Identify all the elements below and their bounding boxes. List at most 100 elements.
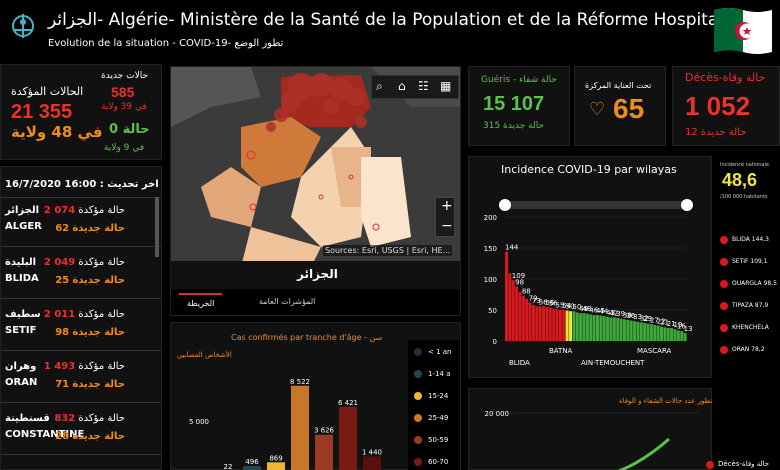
incidence-legend-item: SETIF 109,1 xyxy=(732,258,768,265)
incidence-bar[interactable] xyxy=(673,329,677,341)
incidence-bar[interactable] xyxy=(585,313,589,341)
incidence-bar[interactable] xyxy=(531,305,535,341)
slider-handle-left[interactable] xyxy=(499,199,511,211)
incidence-bar[interactable] xyxy=(552,308,556,341)
incidence-bar[interactable] xyxy=(639,322,643,341)
map-tabs: الخريطة المؤشرات العامة xyxy=(171,289,460,315)
incidence-bar[interactable] xyxy=(619,318,623,341)
age-legend-dot xyxy=(414,348,422,356)
national-incidence-value: 48,6 xyxy=(722,170,758,190)
incidence-bar[interactable] xyxy=(505,251,508,341)
incidence-bar[interactable] xyxy=(616,318,620,341)
age-bar[interactable] xyxy=(267,462,285,470)
incidence-bar[interactable] xyxy=(626,319,630,341)
age-chart-subtitle: الأشخاص المصابين xyxy=(177,351,232,359)
age-bar[interactable] xyxy=(291,385,309,470)
incidence-bar[interactable] xyxy=(680,331,684,341)
home-icon[interactable]: ⌂ xyxy=(398,79,406,93)
incidence-bar[interactable] xyxy=(589,314,593,341)
wilaya-item[interactable]: البليدة BLIDA 2 049 حالة مؤكدة 25 حالة جديد… xyxy=(1,249,161,299)
wilaya-confirmed-label: حالة مؤكدة xyxy=(78,413,125,424)
incidence-bar[interactable] xyxy=(542,306,546,341)
age-data-label: 3 626 xyxy=(314,427,335,435)
wilaya-name-ar: الجزائر xyxy=(5,205,40,216)
incidence-bar[interactable] xyxy=(666,327,670,341)
wilaya-name-ar: سطيف xyxy=(5,309,41,320)
incidence-data-label: 21 xyxy=(667,320,676,328)
incidence-bar[interactable] xyxy=(511,280,515,341)
zoom-out-button[interactable]: − xyxy=(441,218,453,234)
age-bar[interactable] xyxy=(363,456,381,470)
range-slider[interactable] xyxy=(499,199,693,211)
incidence-bar[interactable] xyxy=(572,311,576,341)
y-tick-label: 100 xyxy=(484,276,497,284)
incidence-bar[interactable] xyxy=(528,302,532,341)
incidence-bar[interactable] xyxy=(683,332,687,341)
incidence-bar[interactable] xyxy=(599,315,603,341)
incidence-bar[interactable] xyxy=(660,326,664,341)
incidence-bar[interactable] xyxy=(515,286,519,341)
tab-indicators[interactable]: المؤشرات العامة xyxy=(259,297,316,306)
incidence-bar[interactable] xyxy=(538,306,542,341)
incidence-bar[interactable] xyxy=(548,307,552,341)
incidence-bar[interactable] xyxy=(575,312,579,341)
incidence-bar[interactable] xyxy=(633,321,637,341)
map-credit: Sources: Esri, USGS | Esri, HE... xyxy=(323,245,453,256)
list-icon[interactable]: ☷ xyxy=(418,79,429,93)
wilaya-scrollbar[interactable] xyxy=(155,197,159,257)
wilaya-item[interactable]: قسنطينة CONSTANTINE 832 حالة مؤكدة 28 حالة … xyxy=(1,405,161,455)
incidence-bar[interactable] xyxy=(508,273,512,341)
incidence-bar[interactable] xyxy=(521,295,525,341)
incidence-bar[interactable] xyxy=(653,324,657,341)
map-panel[interactable]: ⌕ ⌂ ☷ ▦ + − Sources: Esri, USGS | Esri, … xyxy=(170,66,461,316)
zoom-in-button[interactable]: + xyxy=(441,198,453,214)
wilaya-item[interactable]: الجزائر ALGER 2 074 حالة مؤكدة 62 حالة جديد… xyxy=(1,197,161,247)
incidence-bar[interactable] xyxy=(602,316,606,341)
incidence-bar[interactable] xyxy=(582,313,586,341)
confirmed-value: 21 355 xyxy=(11,101,73,123)
age-bar[interactable] xyxy=(339,406,357,470)
wilaya-item[interactable]: وهران ORAN 1 493 حالة مؤكدة 71 حالة جديدة xyxy=(1,353,161,403)
incidence-bar[interactable] xyxy=(646,323,650,341)
incidence-bar[interactable] xyxy=(629,320,633,341)
new-cases-wilayas: في 39 ولاية xyxy=(101,102,147,112)
incidence-bar[interactable] xyxy=(518,292,522,341)
incidence-bar[interactable] xyxy=(643,323,647,341)
incidence-bar[interactable] xyxy=(656,325,660,342)
incidence-bar[interactable] xyxy=(555,309,559,341)
map-caption: الجزائر xyxy=(297,267,338,281)
incidence-bar[interactable] xyxy=(545,306,549,341)
incidence-bar[interactable] xyxy=(606,316,610,341)
grid-icon[interactable]: ▦ xyxy=(440,79,452,93)
wilaya-confirmed-label: حالة مؤكدة xyxy=(78,309,125,320)
incidence-bar[interactable] xyxy=(649,324,653,341)
wilaya-confirmed-label: حالة مؤكدة xyxy=(78,205,125,216)
incidence-bar[interactable] xyxy=(535,306,539,341)
incidence-bar[interactable] xyxy=(636,321,640,341)
incidence-data-label: 73 xyxy=(532,297,541,305)
incidence-legend-value: 98,5 xyxy=(763,280,777,287)
wilaya-item[interactable]: سطيف SETIF 2 011 حالة مؤكدة 98 حالة جديدة xyxy=(1,301,161,351)
slider-handle-right[interactable] xyxy=(681,199,693,211)
incidence-bar[interactable] xyxy=(622,319,626,341)
age-bar[interactable] xyxy=(243,466,261,470)
incidence-bar[interactable] xyxy=(579,313,583,341)
search-icon[interactable]: ⌕ xyxy=(376,79,383,93)
incidence-bar[interactable] xyxy=(676,330,680,341)
new-cases-label: حالات جديدة xyxy=(101,71,149,81)
wilaya-confirmed: 2 074 xyxy=(43,205,76,216)
incidence-bar[interactable] xyxy=(670,327,674,341)
tab-map[interactable]: الخريطة xyxy=(179,293,223,312)
incidence-bar[interactable] xyxy=(592,314,596,341)
incidence-bar[interactable] xyxy=(612,317,616,341)
incidence-bar[interactable] xyxy=(596,314,599,341)
incidence-bar[interactable] xyxy=(525,298,529,341)
incidence-bar[interactable] xyxy=(569,311,573,341)
incidence-bar[interactable] xyxy=(663,327,667,341)
incidence-bar[interactable] xyxy=(562,310,566,341)
incidence-bar[interactable] xyxy=(558,310,562,341)
incidence-bar[interactable] xyxy=(565,310,569,341)
incidence-bar[interactable] xyxy=(609,317,613,341)
age-bar[interactable] xyxy=(315,434,333,470)
wilaya-list-panel[interactable]: 16/7/2020 16:00 : اخر تحديث الجزائر ALGER… xyxy=(0,166,162,470)
